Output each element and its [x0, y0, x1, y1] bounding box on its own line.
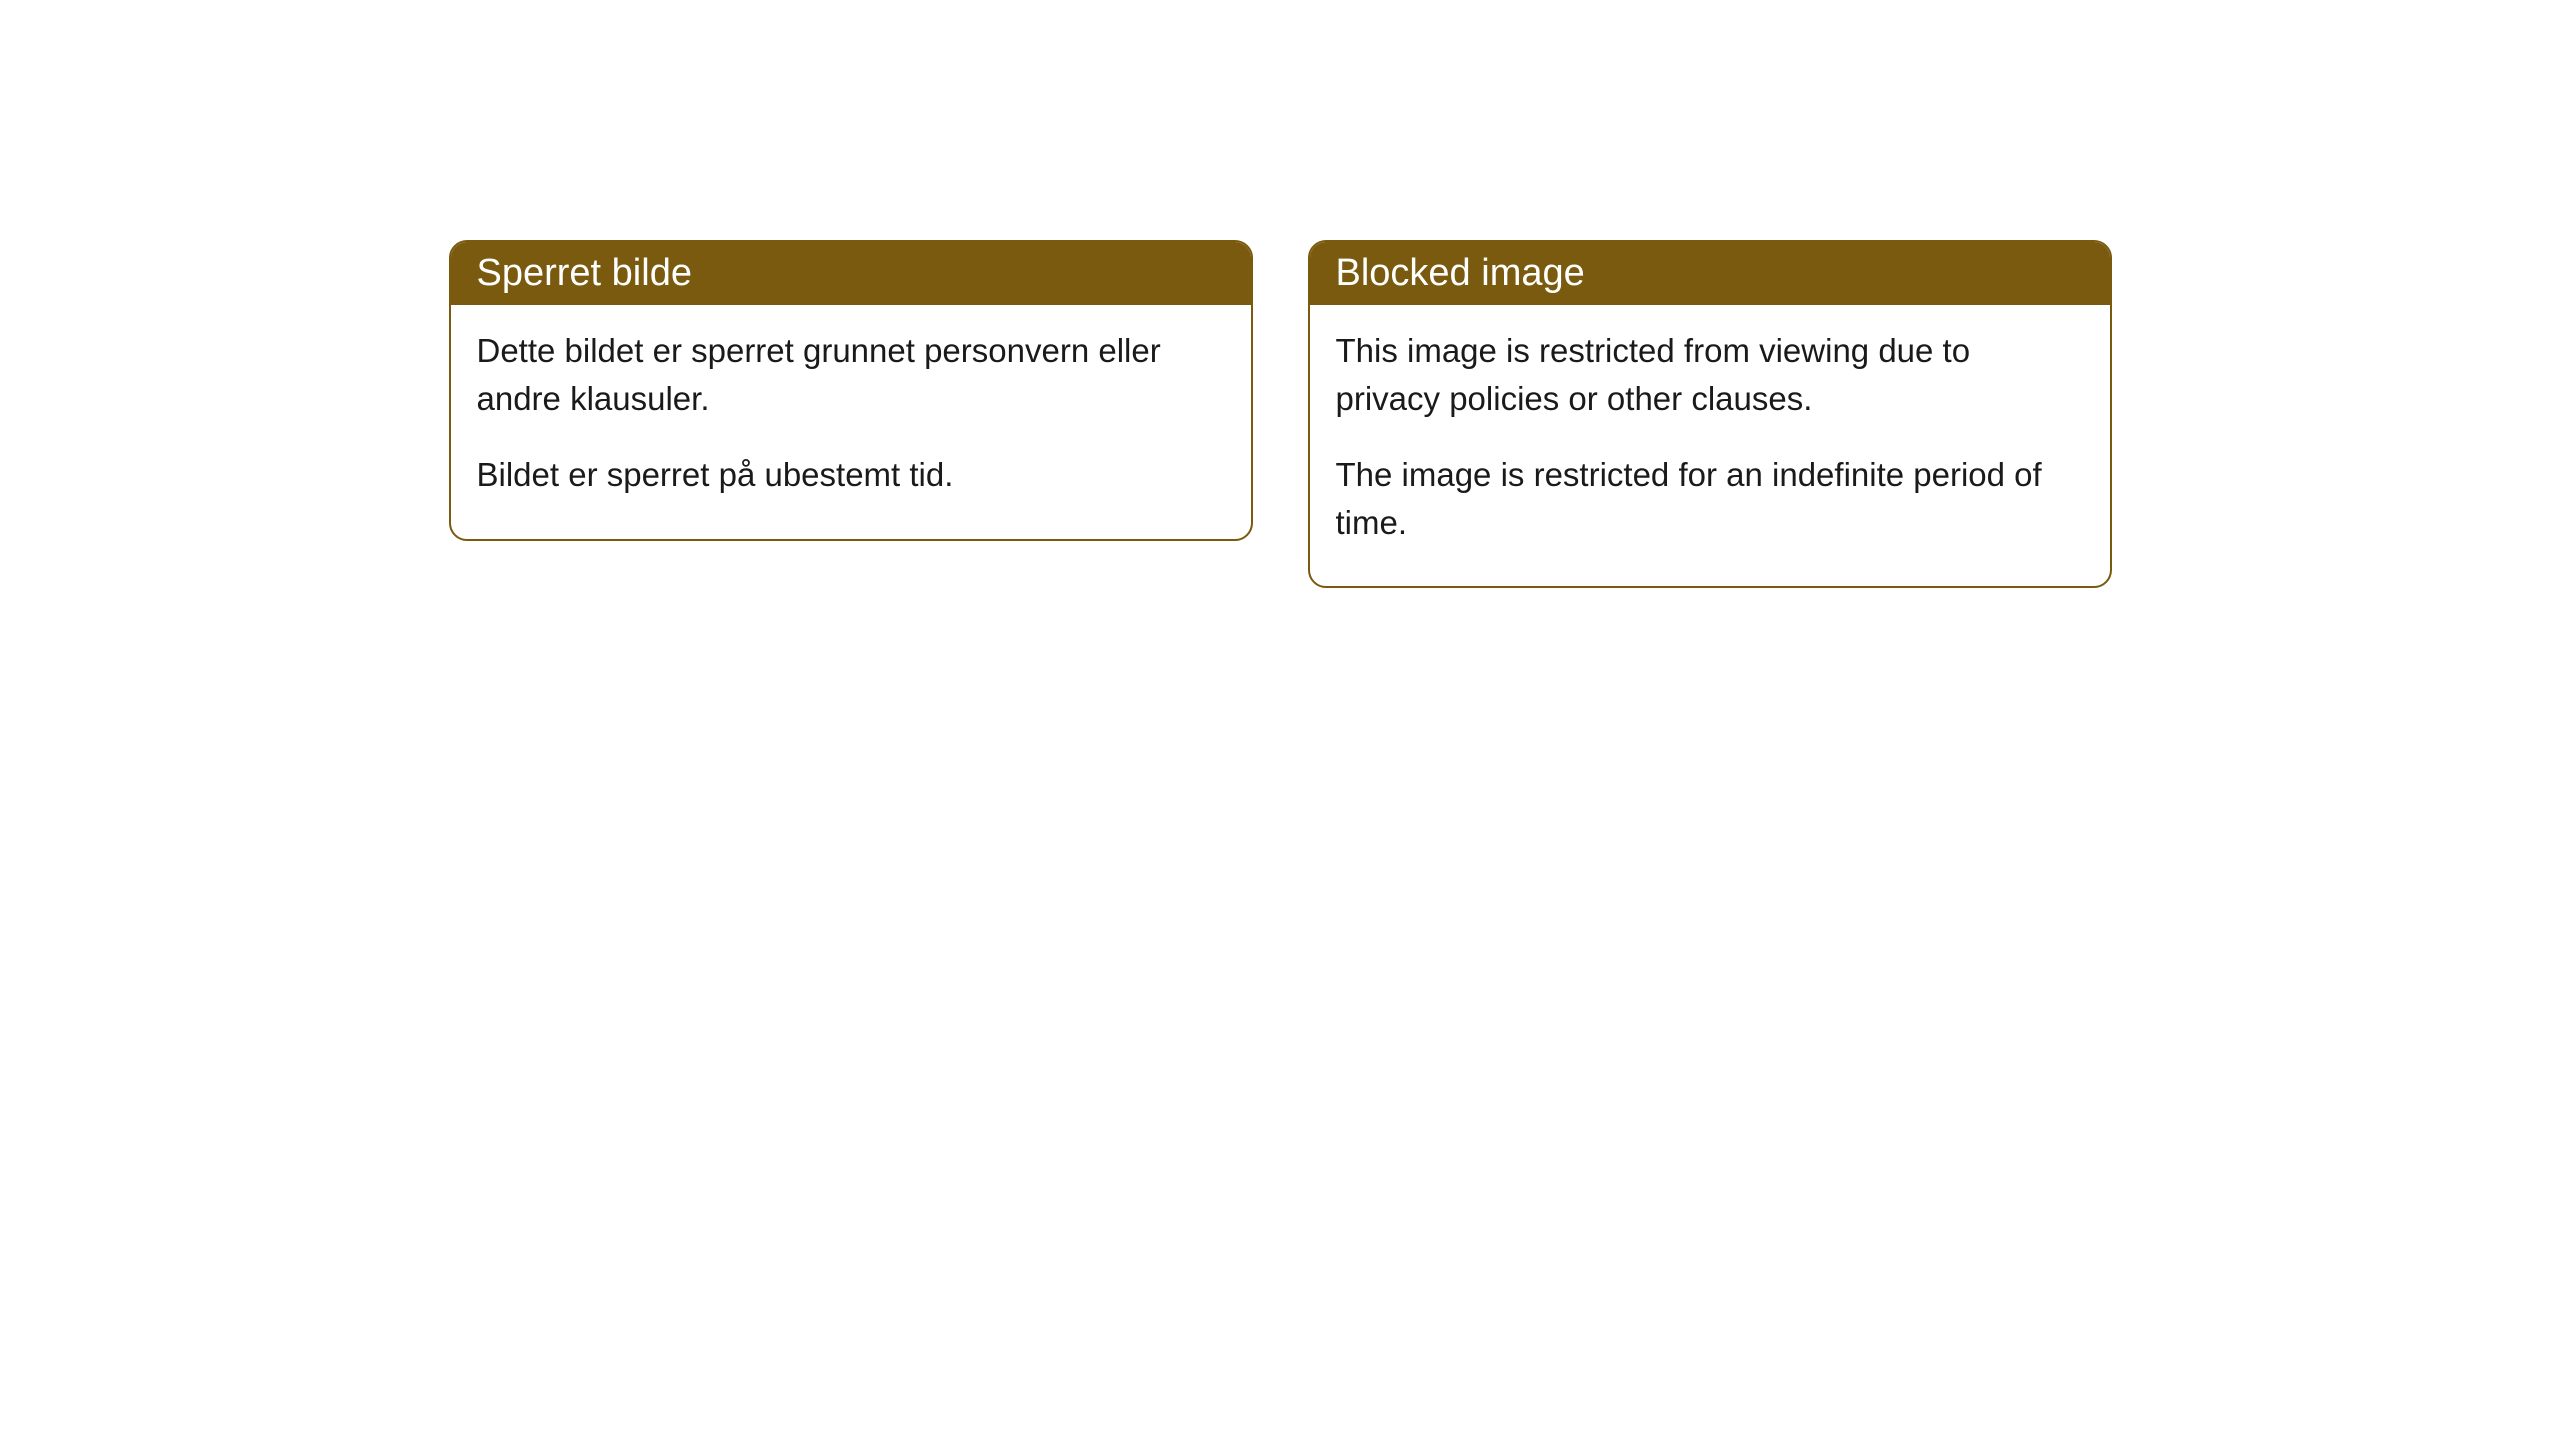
card-title: Blocked image [1336, 252, 1585, 294]
blocked-image-card-norwegian: Sperret bilde Dette bildet er sperret gr… [449, 240, 1253, 541]
card-header: Sperret bilde [451, 242, 1251, 305]
card-body: This image is restricted from viewing du… [1310, 305, 2110, 586]
card-paragraph: This image is restricted from viewing du… [1336, 327, 2084, 423]
card-paragraph: Bildet er sperret på ubestemt tid. [477, 451, 1225, 499]
card-body: Dette bildet er sperret grunnet personve… [451, 305, 1251, 539]
blocked-image-card-english: Blocked image This image is restricted f… [1308, 240, 2112, 588]
card-paragraph: The image is restricted for an indefinit… [1336, 451, 2084, 547]
info-cards-container: Sperret bilde Dette bildet er sperret gr… [449, 240, 2112, 1440]
card-paragraph: Dette bildet er sperret grunnet personve… [477, 327, 1225, 423]
card-header: Blocked image [1310, 242, 2110, 305]
card-title: Sperret bilde [477, 252, 692, 294]
